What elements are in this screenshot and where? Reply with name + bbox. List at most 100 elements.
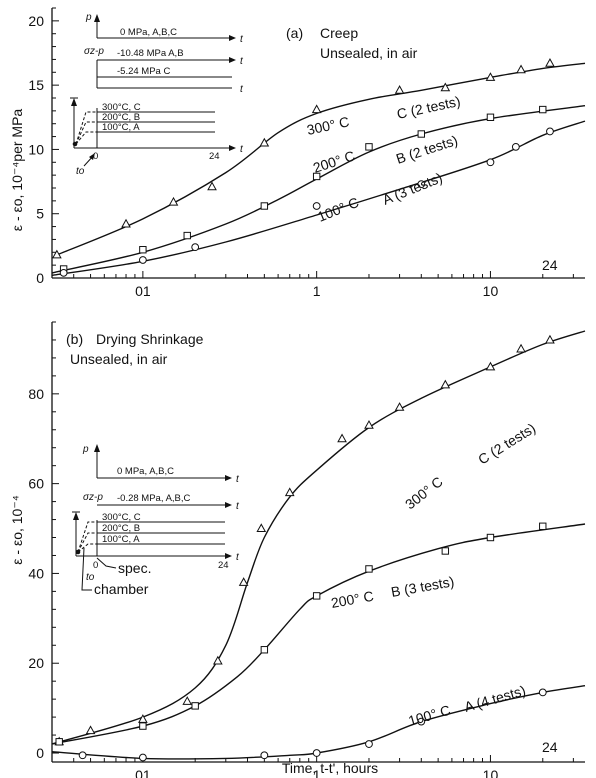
panel-b-series-b-point (139, 722, 147, 730)
panel-b-x-tick-label: 10 (483, 767, 499, 778)
panel-b-series-b-point (486, 533, 495, 542)
panel-a-series-c-point (440, 82, 451, 92)
svg-text:100° C: 100° C (315, 194, 361, 225)
panel-b-y-tick-label: 20 (28, 655, 44, 671)
panel-b-series-c-point (256, 523, 267, 533)
panel-b-series-c-point (516, 343, 526, 353)
inset-a-time-label-3: t (240, 84, 244, 95)
panel-b-series-c-point (440, 379, 451, 389)
panel-b-inset-diagram: p 0 MPa, A,B,C t σz-p -0.28 MPa, A,B,C t… (72, 444, 240, 597)
panel-b-series-a-line (51, 685, 586, 760)
inset-a-stress-text-2: -5.24 MPa C (117, 66, 170, 77)
panel-b-subtitle: Unsealed, in air (70, 351, 168, 367)
panel-b-series-b-point (441, 547, 450, 555)
panel-b-series-c-point (364, 420, 374, 429)
panel-a-series-a-point (312, 202, 321, 210)
panel-a-title: Creep (320, 25, 358, 41)
panel-b-series-c-point (238, 577, 249, 586)
inset-b-t0: to (86, 572, 95, 583)
inset-a-stress-symbol: σz-p (84, 46, 104, 57)
panel-b-corner-24: 24 (542, 739, 558, 755)
panel-b-y-axis-label: ε - εo, 10⁻⁴ (9, 495, 25, 564)
panel-b-series-c-temp-label: 300° C (402, 473, 446, 512)
panel-a-x-tick-label: 10 (483, 283, 499, 299)
panel-b-series-b-point (55, 738, 63, 746)
panel-a-series-c-point (545, 58, 555, 67)
svg-text:C (2 tests): C (2 tests) (395, 93, 461, 122)
svg-text:300° C: 300° C (305, 113, 350, 138)
svg-text:200° C: 200° C (311, 147, 357, 175)
panel-a-series-b-point (365, 143, 373, 151)
panel-b-series-b-line (51, 523, 586, 745)
panel-a-series-b-temp-label: 200° C (311, 147, 357, 175)
inset-a-pressure-symbol: p (85, 12, 92, 23)
inset-b-time-label-1: t (236, 474, 240, 485)
panel-a-creep: 01 1 10 0 5 10 15 20 p 0 MPa, A,B,C t σz-p -10.… (9, 7, 586, 299)
panel-a-y-tick-label: 0 (36, 270, 44, 286)
inset-b-stress-text: -0.28 MPa, A,B,C (117, 493, 191, 504)
panel-b-series-c-label: C (2 tests) (475, 420, 538, 468)
panel-a-series-c-label: C (2 tests) (395, 93, 461, 122)
panel-b-series-b-point (260, 646, 269, 654)
inset-b-pressure-text: 0 MPa, A,B,C (117, 466, 174, 477)
svg-text:ε - εo, 10⁻⁴: ε - εo, 10⁻⁴ (9, 495, 25, 564)
inset-b-time-label-3: t (236, 552, 240, 563)
inset-a-temp-100: 100°C, A (102, 122, 140, 133)
panel-a-series-a-temp-label: 100° C (315, 194, 361, 225)
panel-a-series-a-point (546, 127, 554, 136)
panel-b-series-a-point (538, 688, 547, 697)
inset-b-end: 24 (218, 560, 229, 571)
panel-a-series-c-point (516, 64, 526, 74)
panel-b-series-b-temp-label: 200° C (330, 588, 375, 611)
panel-b-series-a-point (260, 751, 269, 760)
svg-text:C (2 tests): C (2 tests) (475, 420, 538, 468)
panel-b-series-c-point (85, 725, 96, 735)
inset-a-zero: 0 (93, 151, 98, 162)
svg-text:300° C: 300° C (402, 473, 446, 512)
inset-a-pressure-text: 0 MPa, A,B,C (120, 27, 177, 38)
inset-b-temp-200: 200°C, B (102, 523, 140, 534)
panel-b-x-tick-label: 1 (313, 767, 321, 778)
panel-b-series-a-point (138, 753, 147, 762)
panel-a-series-b-point (312, 172, 321, 181)
svg-text:200° C: 200° C (330, 588, 375, 611)
panel-a-y-tick-label: 5 (36, 206, 44, 222)
inset-a-time-label-1: t (240, 34, 244, 45)
panel-a-series-a-point (138, 256, 147, 264)
panel-b-series-c-point (212, 655, 223, 665)
panel-a-y-tick-label: 15 (28, 77, 44, 93)
panel-a-series-c-point (311, 104, 322, 114)
inset-a-end: 24 (209, 151, 220, 162)
panel-a-series-b-point (183, 231, 191, 240)
panel-b-series-b-label: B (3 tests) (390, 573, 456, 600)
panel-a-x-tick-label: 01 (135, 283, 151, 299)
panel-a-series-b-point (417, 130, 425, 138)
panel-b-series-a-label: A (4 tests) (462, 682, 527, 715)
svg-text:A (4 tests): A (4 tests) (462, 682, 527, 715)
inset-a-time-label-4: t (240, 144, 244, 155)
inset-a-temp-300: 300°C, C (102, 102, 141, 113)
panel-b-series-b-point (191, 702, 199, 710)
inset-b-pressure-symbol: p (82, 444, 89, 455)
panel-b-series-b-point (539, 522, 547, 530)
svg-text:ε - εo, 10⁻⁴per MPa: ε - εo, 10⁻⁴per MPa (9, 109, 25, 232)
panel-b-y-tick-label: 0 (36, 745, 44, 761)
svg-text:A (3 tests): A (3 tests) (380, 169, 444, 207)
inset-a-t0: to (76, 166, 85, 177)
panel-a-series-c-point (168, 196, 179, 206)
panel-a-series-c-point (52, 249, 62, 259)
panel-a-y-tick-label: 20 (28, 13, 44, 29)
panel-a-series-b-point (486, 113, 495, 121)
panel-a-series-b-point (539, 105, 547, 114)
inset-a-time-label-2: t (240, 56, 244, 67)
panel-b-drying-shrinkage: 01 1 10 0 20 40 60 80 (b) Drying Shrinkage Unse… (9, 321, 586, 778)
panel-a-series-c-temp-label: 300° C (305, 113, 350, 138)
inset-b-temp-100: 100°C, A (102, 534, 140, 545)
inset-b-temp-300: 300°C, C (102, 512, 141, 523)
svg-text:100° C: 100° C (406, 702, 452, 729)
panel-b-series-b-point (365, 565, 373, 573)
panel-a-subtitle: Unsealed, in air (320, 45, 418, 61)
panel-a-x-tick-label: 1 (313, 283, 321, 299)
panel-a-inset-diagram: p 0 MPa, A,B,C t σz-p -10.48 MPa A,B -5.… (70, 12, 244, 177)
